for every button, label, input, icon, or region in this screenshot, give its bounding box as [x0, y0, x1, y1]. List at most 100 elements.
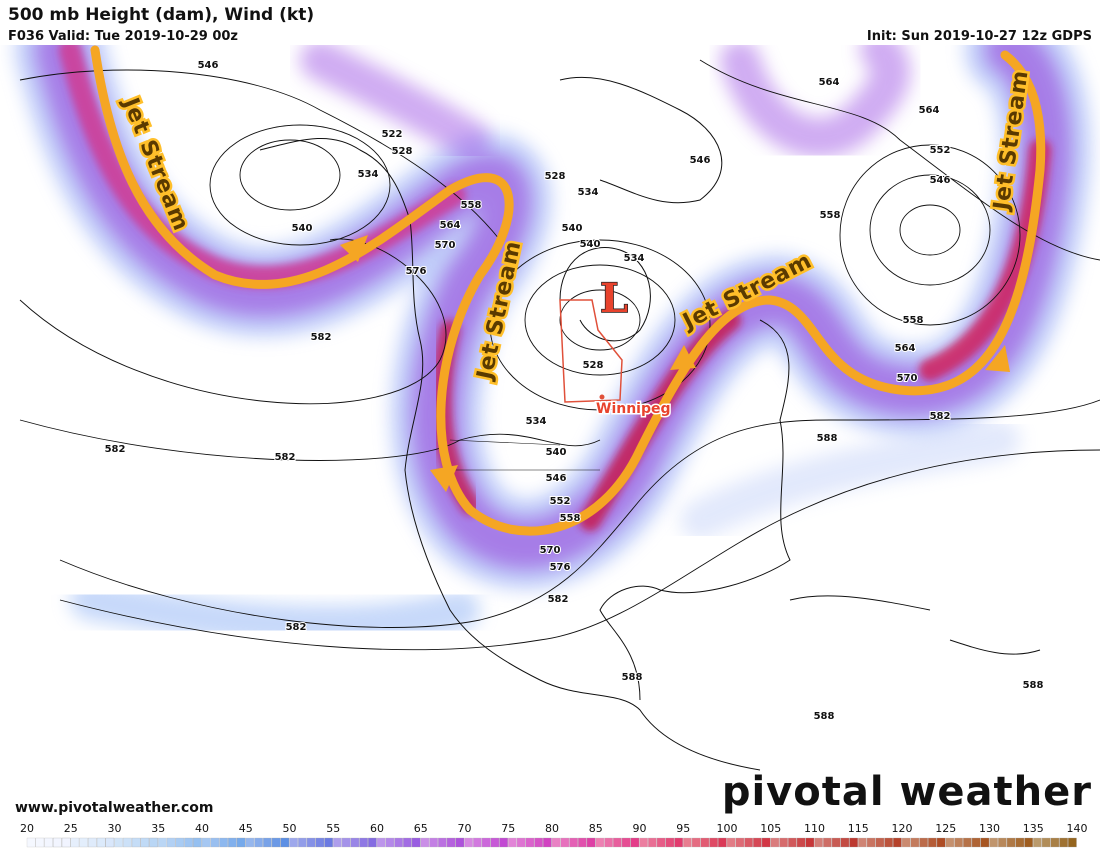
colorbar-swatch: [858, 837, 867, 848]
contour-label: 564: [895, 343, 916, 354]
colorbar-tick-label: 65: [414, 822, 428, 835]
contour-label: 522: [382, 129, 403, 140]
colorbar-swatch: [289, 837, 298, 848]
contour-label: 558: [461, 200, 482, 211]
contour-label: 546: [930, 175, 951, 186]
colorbar-swatch: [788, 837, 797, 848]
colorbar-swatch: [280, 837, 290, 848]
colorbar-swatch: [420, 837, 430, 848]
map-area: Jet Stream Jet Stream Jet Stream Jet Str…: [15, 5, 1100, 771]
contour-label: 570: [897, 373, 918, 384]
colorbar-swatch: [1059, 837, 1068, 848]
colorbar-swatch: [569, 837, 578, 848]
contour-label: 534: [578, 187, 599, 198]
colorbar-swatch: [438, 837, 447, 848]
colorbar-tick-label: 35: [151, 822, 165, 835]
contour-label: 546: [546, 473, 567, 484]
colorbar-swatch: [586, 837, 596, 848]
low-pressure-label: L: [600, 275, 628, 322]
colorbar-swatch: [954, 837, 963, 848]
colorbar-swatch: [674, 837, 683, 848]
contour-label: 582: [105, 444, 126, 455]
colorbar-swatch: [245, 837, 255, 848]
colorbar-swatch: [980, 837, 990, 848]
contour-label: 588: [814, 711, 835, 722]
colorbar-swatch: [123, 837, 132, 848]
colorbar-swatch: [840, 837, 850, 848]
colorbar-tick-label: 75: [501, 822, 515, 835]
colorbar-swatch: [263, 837, 272, 848]
colorbar-swatch: [516, 837, 526, 848]
colorbar-swatch: [35, 837, 45, 848]
colorbar-swatch: [709, 837, 718, 848]
jet-stream-arrow: [90, 45, 1046, 536]
colorbar-swatch: [114, 837, 123, 848]
colorbar-tick-label: 55: [326, 822, 340, 835]
contour-label: 582: [275, 452, 296, 463]
colorbar-swatch: [805, 837, 815, 848]
colorbar-swatch: [271, 837, 281, 848]
colorbar-swatch: [298, 837, 307, 848]
colorbar-swatch: [989, 837, 998, 848]
colorbar-swatch: [61, 837, 71, 848]
contour-label: 528: [545, 171, 566, 182]
colorbar-swatch: [971, 837, 981, 848]
colorbar-swatch: [1068, 837, 1077, 848]
colorbar-tick-label: 90: [633, 822, 647, 835]
colorbar-swatch: [621, 837, 631, 848]
colorbar-tick-label: 140: [1067, 822, 1088, 835]
colorbar-swatch: [166, 837, 176, 848]
brand-logo: pivotal weather: [722, 769, 1092, 815]
colorbar-swatch: [945, 837, 955, 848]
colorbar-swatch: [1006, 837, 1016, 848]
contour-label: 540: [580, 239, 601, 250]
colorbar-swatch: [455, 837, 465, 848]
colorbar-tick-label: 80: [545, 822, 559, 835]
contour-label: 570: [435, 240, 456, 251]
colorbar-tick-label: 25: [64, 822, 78, 835]
colorbar-tick-label: 135: [1023, 822, 1044, 835]
colorbar-swatch: [770, 837, 780, 848]
colorbar-swatch: [525, 837, 535, 848]
colorbar-swatch: [193, 837, 202, 848]
contour-label: 552: [930, 145, 951, 156]
colorbar-tick-label: 50: [283, 822, 297, 835]
contour-label: 540: [292, 223, 313, 234]
colorbar-swatch: [779, 837, 788, 848]
contour-labels: 5465225285345405585645705765285345405405…: [104, 59, 1045, 723]
colorbar-swatch: [683, 837, 692, 848]
colorbar-swatch: [105, 837, 115, 848]
colorbar-swatch: [26, 837, 36, 848]
colorbar-swatch: [753, 837, 762, 848]
arrowheads: [340, 235, 1010, 492]
colorbar-swatch: [350, 837, 360, 848]
colorbar-tick-label: 40: [195, 822, 209, 835]
colorbar-swatch: [910, 837, 920, 848]
colorbar-tick-label: 125: [935, 822, 956, 835]
contour-label: 564: [819, 77, 840, 88]
colorbar-swatch: [79, 837, 88, 848]
colorbar-swatch: [473, 837, 482, 848]
colorbar-swatch: [578, 837, 587, 848]
colorbar-swatch: [184, 837, 193, 848]
colorbar-swatch: [718, 837, 727, 848]
colorbar-tick-label: 70: [458, 822, 472, 835]
colorbar-swatch: [901, 837, 911, 848]
colorbar-swatch: [96, 837, 106, 848]
colorbar-tick-label: 20: [20, 822, 34, 835]
colorbar-swatch: [70, 837, 80, 848]
contour-label: 570: [540, 545, 561, 556]
colorbar-swatch: [464, 837, 473, 848]
colorbar-tick-label: 95: [676, 822, 690, 835]
colorbar-swatch: [595, 837, 605, 848]
colorbar-swatch: [919, 837, 928, 848]
colorbar-swatch: [158, 837, 167, 848]
colorbar-swatch: [831, 837, 841, 848]
colorbar-swatch: [735, 837, 745, 848]
colorbar-swatch: [376, 837, 386, 848]
contour-label: 534: [526, 416, 547, 427]
colorbar-swatch: [228, 837, 237, 848]
colorbar-swatch: [893, 837, 902, 848]
city-label: Winnipeg: [596, 401, 671, 417]
colorbar-swatch: [481, 837, 491, 848]
